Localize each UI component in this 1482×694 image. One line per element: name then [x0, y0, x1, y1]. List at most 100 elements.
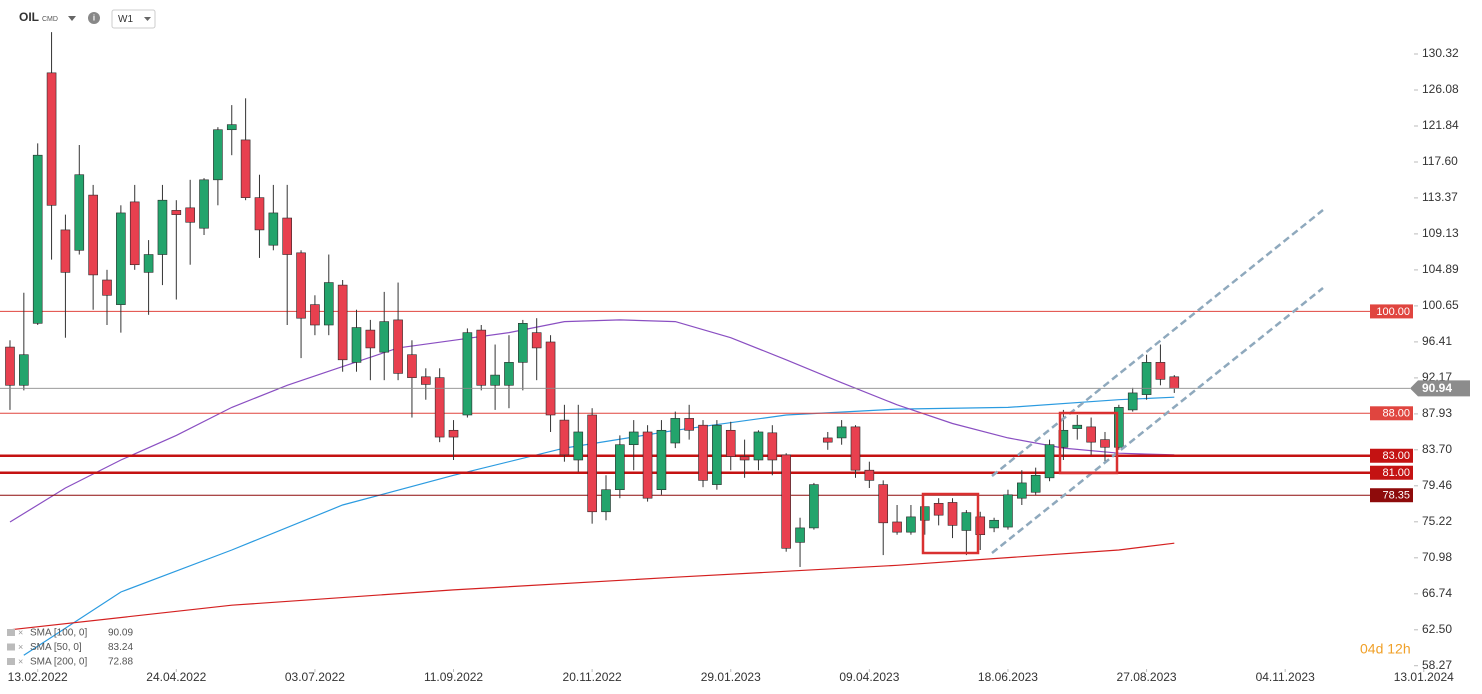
candle-body — [642, 431, 653, 499]
candle-body — [1100, 439, 1110, 448]
x-tick-label: 20.11.2022 — [563, 670, 622, 684]
level-tag — [1370, 304, 1413, 319]
legend-cross: × — [18, 642, 23, 652]
y-tick-label: 58.27 — [1422, 658, 1452, 672]
legend-icon — [7, 643, 15, 651]
candle-body — [1003, 494, 1013, 528]
level-label: 83.00 — [1382, 450, 1410, 462]
candle-body — [462, 332, 473, 416]
y-tick-label: 104.89 — [1422, 262, 1459, 276]
candle-body — [670, 418, 681, 444]
candle-body — [60, 229, 71, 273]
legend-name: SMA [100, 0] — [30, 628, 87, 639]
highlight-box — [921, 492, 980, 555]
y-tick-label: 113.37 — [1422, 190, 1458, 204]
legend-name: SMA [50, 0] — [30, 642, 82, 653]
candle-body — [282, 217, 292, 255]
candle-body — [781, 454, 791, 549]
symbol[interactable]: OIL — [19, 10, 39, 24]
y-tick-label: 100.65 — [1422, 298, 1459, 312]
y-tick-label: 96.41 — [1422, 334, 1452, 348]
candle-body — [476, 329, 487, 386]
highlight-box — [1058, 411, 1119, 475]
x-tick-label: 27.08.2023 — [1117, 670, 1177, 684]
level-label: 81.00 — [1382, 467, 1410, 479]
candle-body — [19, 354, 29, 386]
candle-body — [587, 414, 597, 513]
candle-body — [906, 516, 916, 533]
candle-body — [850, 426, 861, 471]
y-tick-label: 75.22 — [1422, 514, 1452, 528]
level-tag — [1370, 406, 1413, 421]
level-tag — [1370, 465, 1413, 480]
candle-body — [490, 374, 500, 386]
candle-body — [767, 432, 778, 461]
x-tick-label: 24.04.2022 — [146, 670, 206, 684]
timeframe: W1 — [118, 14, 133, 25]
candle-body — [933, 502, 944, 516]
legend-name: SMA [200, 0] — [30, 657, 87, 668]
candle-body — [32, 154, 43, 324]
candle-body — [836, 426, 847, 439]
candle-body — [975, 516, 986, 536]
y-tick-label: 66.74 — [1422, 586, 1452, 600]
candle-body — [379, 321, 390, 353]
candle-body — [365, 329, 376, 349]
plot-area: 130.32 126.08 121.84 117.60 113.37 109.13 104.… — [0, 32, 1470, 684]
candle-body — [545, 341, 556, 416]
level-tag — [1370, 448, 1413, 463]
x-tick-label: 13.01.2024 — [1394, 670, 1454, 684]
candle-body — [323, 282, 334, 326]
legend: × SMA [100, 0] 90.09 × SMA [50, 0] 83.24 × SMA … — [7, 627, 133, 668]
candle-body — [102, 279, 112, 296]
candle-body — [684, 418, 694, 431]
last-price-tag — [1410, 380, 1470, 397]
candle-body — [5, 346, 15, 386]
legend-value: 90.09 — [108, 628, 133, 639]
toolbar: OIL CMD i W1 — [19, 9, 156, 29]
candle-body — [531, 332, 542, 349]
legend-value: 72.88 — [108, 657, 133, 668]
candle-body — [310, 304, 320, 326]
sma-line — [9, 319, 1175, 523]
info-icon[interactable] — [88, 12, 100, 24]
candle-body — [157, 199, 168, 255]
x-tick-label: 11.09.2022 — [424, 670, 483, 684]
candle-body — [795, 527, 805, 543]
sma-line — [9, 542, 1175, 631]
candle-body — [698, 424, 708, 481]
y-tick-label: 117.60 — [1422, 154, 1458, 168]
candle-body — [961, 512, 972, 531]
candle-body — [226, 124, 237, 131]
last-price-label: 90.94 — [1422, 381, 1452, 395]
candle-body — [74, 174, 85, 251]
candle-body — [1155, 362, 1166, 380]
x-tick-label: 29.01.2023 — [701, 670, 761, 684]
legend-value: 83.24 — [108, 642, 133, 653]
candle-body — [185, 207, 195, 223]
y-tick-label: 83.70 — [1422, 442, 1452, 456]
x-tick-label: 09.04.2023 — [839, 670, 899, 684]
y-tick-label: 126.08 — [1422, 82, 1459, 96]
candle-body — [407, 354, 417, 378]
candle-body — [947, 502, 958, 526]
candle-body — [753, 431, 764, 461]
x-tick-label: 13.02.2022 — [8, 670, 68, 684]
candle-body — [1086, 426, 1096, 443]
symbol-dropdown[interactable] — [68, 16, 76, 21]
drawings — [921, 209, 1324, 555]
candle-body — [919, 506, 930, 521]
candle-body — [1169, 376, 1180, 389]
legend-icon — [7, 658, 15, 665]
candle-body — [296, 252, 306, 319]
candle-body — [1127, 392, 1138, 411]
timeframe-select[interactable] — [111, 9, 156, 29]
candle-body — [615, 444, 625, 491]
candle-body — [573, 431, 584, 461]
candle-body — [739, 456, 750, 461]
candle-body — [712, 424, 722, 485]
y-tick-label: 109.13 — [1422, 226, 1459, 240]
candle-body — [337, 284, 348, 361]
